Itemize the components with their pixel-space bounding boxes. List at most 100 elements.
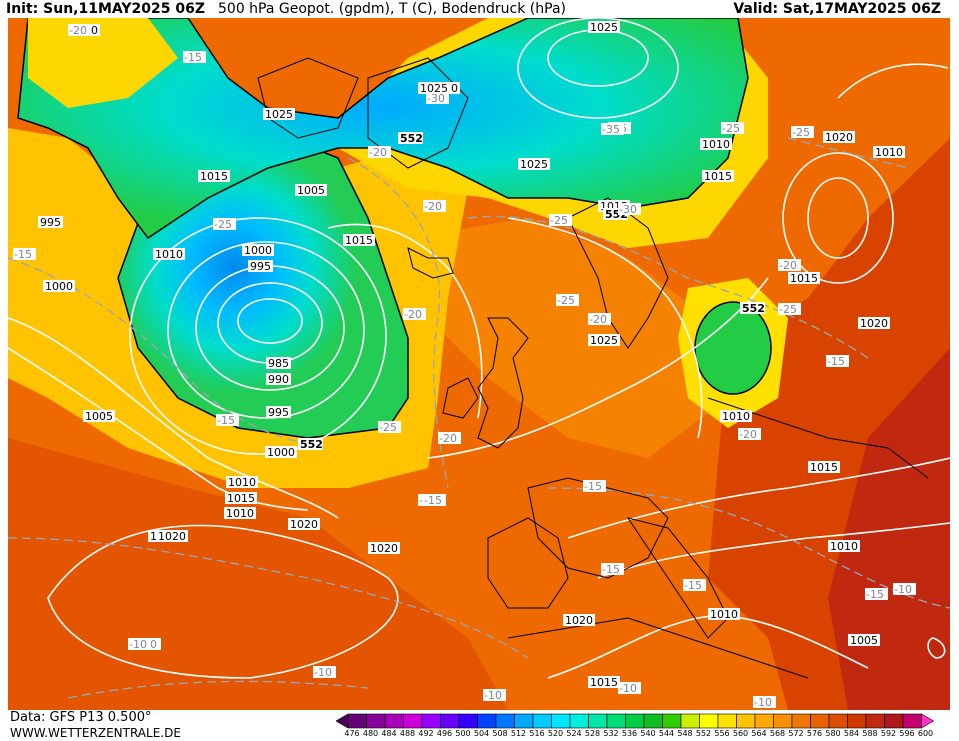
- pressure-label: 1010: [720, 410, 752, 423]
- temperature-label: -10: [753, 696, 776, 709]
- svg-text:-15: -15: [684, 579, 702, 592]
- scale-swatch: [588, 713, 608, 729]
- scale-swatch: [717, 713, 737, 729]
- svg-text:-15: -15: [14, 248, 32, 261]
- pressure-label: 1005: [83, 410, 115, 423]
- scale-swatch: [532, 713, 552, 729]
- scale-swatch: [865, 713, 885, 729]
- scale-swatch: [736, 713, 756, 729]
- svg-text:1025: 1025: [590, 334, 618, 347]
- svg-text:552: 552: [400, 132, 423, 145]
- svg-text:1015: 1015: [704, 170, 732, 183]
- scale-swatch: [699, 713, 719, 729]
- temperature-label: -20: [423, 200, 446, 213]
- pressure-label: 1005: [295, 184, 327, 197]
- scale-tick-label: 528: [584, 729, 601, 738]
- pressure-label: 1025: [518, 158, 550, 171]
- svg-text:-30: -30: [427, 92, 445, 105]
- svg-text:1010: 1010: [228, 476, 256, 489]
- scale-swatch: [662, 713, 682, 729]
- pressure-label: 1015: [808, 461, 840, 474]
- scale-tick-label: 512: [510, 729, 527, 738]
- pressure-label: 1010: [153, 248, 185, 261]
- scale-tick-label: 500: [455, 729, 471, 738]
- pressure-label: 1020: [823, 131, 855, 144]
- svg-text:552: 552: [742, 302, 765, 315]
- scale-tick-label: 520: [547, 729, 564, 738]
- scale-swatch: [384, 713, 404, 729]
- pressure-label: 1025: [418, 82, 450, 95]
- svg-text:1010: 1010: [710, 608, 738, 621]
- svg-text:1010: 1010: [226, 507, 254, 520]
- pressure-label: 1020: [288, 518, 320, 531]
- svg-text:-15: -15: [184, 51, 202, 64]
- temperature-label: -25: [778, 303, 801, 316]
- scale-tick-label: 492: [418, 729, 434, 738]
- scale-swatch: [606, 713, 626, 729]
- svg-text:-25: -25: [722, 122, 740, 135]
- pressure-label: 1000: [242, 244, 274, 257]
- scale-tick-label: 560: [732, 729, 749, 738]
- pressure-label: 1000: [43, 280, 75, 293]
- pressure-label: 1005: [848, 634, 880, 647]
- scale-tick-label: 524: [566, 729, 582, 738]
- scale-swatch: [551, 713, 571, 729]
- svg-text:-25: -25: [214, 218, 232, 231]
- pressure-label: 995: [38, 216, 63, 229]
- svg-text:-15: -15: [217, 414, 235, 427]
- temperature-label: -15: [583, 480, 606, 493]
- temperature-label: -15: [216, 414, 239, 427]
- svg-text:1010: 1010: [702, 138, 730, 151]
- scale-swatch: [366, 713, 386, 729]
- temperature-label: -15: [601, 563, 624, 576]
- scale-swatch: [440, 713, 460, 729]
- svg-text:-25: -25: [779, 303, 797, 316]
- svg-text:-20: -20: [424, 200, 442, 213]
- scale-tick-label: 488: [399, 729, 416, 738]
- scale-swatch: [569, 713, 589, 729]
- scale-tick-label: 572: [788, 729, 804, 738]
- pressure-label: 1010: [700, 138, 732, 151]
- svg-text:-15: -15: [602, 563, 620, 576]
- scale-tick-label: 596: [899, 729, 915, 738]
- scale-swatch: [847, 713, 867, 729]
- scale-tick-label: 568: [769, 729, 786, 738]
- svg-text:1025: 1025: [420, 82, 448, 95]
- svg-text:-10: -10: [619, 682, 637, 695]
- svg-text:-30: -30: [619, 203, 637, 216]
- pressure-label: 552: [740, 302, 765, 315]
- scale-tick-label: 592: [880, 729, 897, 738]
- scale-tick-label: 564: [751, 729, 767, 738]
- pressure-label: 552: [298, 438, 323, 451]
- forecast-map: 1000 1025 1020 1025 552 995 1015 1005 1010 1000 99…: [8, 18, 950, 710]
- scale-tick-label: 484: [381, 729, 397, 738]
- temperature-label: -20: [738, 428, 761, 441]
- scale-tick-label: 552: [695, 729, 712, 738]
- svg-text:-35: -35: [602, 123, 620, 136]
- svg-text:1015: 1015: [200, 170, 228, 183]
- color-scale-ticks: 476 480 484 488 492 496 500 504 508 512 516 520 524 5…: [340, 729, 952, 741]
- svg-text:1020: 1020: [158, 530, 186, 543]
- pressure-label-layer: 1000 1025 1020 1025 552 995 1015 1005 1010 1000 99…: [38, 21, 905, 689]
- svg-text:-20: -20: [779, 259, 797, 272]
- data-source-label: Data: GFS P13 0.500°: [10, 710, 152, 725]
- header-bar: Init: Sun,11MAY2025 06Z 500 hPa Geopot. …: [0, 0, 959, 18]
- svg-text:1020: 1020: [565, 614, 593, 627]
- temperature-label: -10: [618, 682, 641, 695]
- field-central: [408, 218, 728, 458]
- svg-text:1005: 1005: [85, 410, 113, 423]
- temperature-label: -10: [128, 638, 151, 651]
- svg-text:-15: -15: [424, 494, 442, 507]
- temperature-label: -10: [313, 666, 336, 679]
- valid-time-label: Valid: Sat,17MAY2025 06Z: [733, 1, 941, 17]
- temperature-label: -15: [865, 588, 888, 601]
- pressure-label: 990: [266, 373, 291, 386]
- field-yellow-greenland: [28, 18, 178, 108]
- website-link[interactable]: WWW.WETTERZENTRALE.DE: [10, 726, 181, 740]
- scale-swatch: [810, 713, 830, 729]
- svg-text:-20: -20: [369, 146, 387, 159]
- scale-swatch: [514, 713, 534, 729]
- pressure-label: 1020: [156, 530, 188, 543]
- scale-tick-label: 584: [843, 729, 860, 738]
- chart-title: 500 hPa Geopot. (gpdm), T (C), Bodendruc…: [218, 1, 566, 17]
